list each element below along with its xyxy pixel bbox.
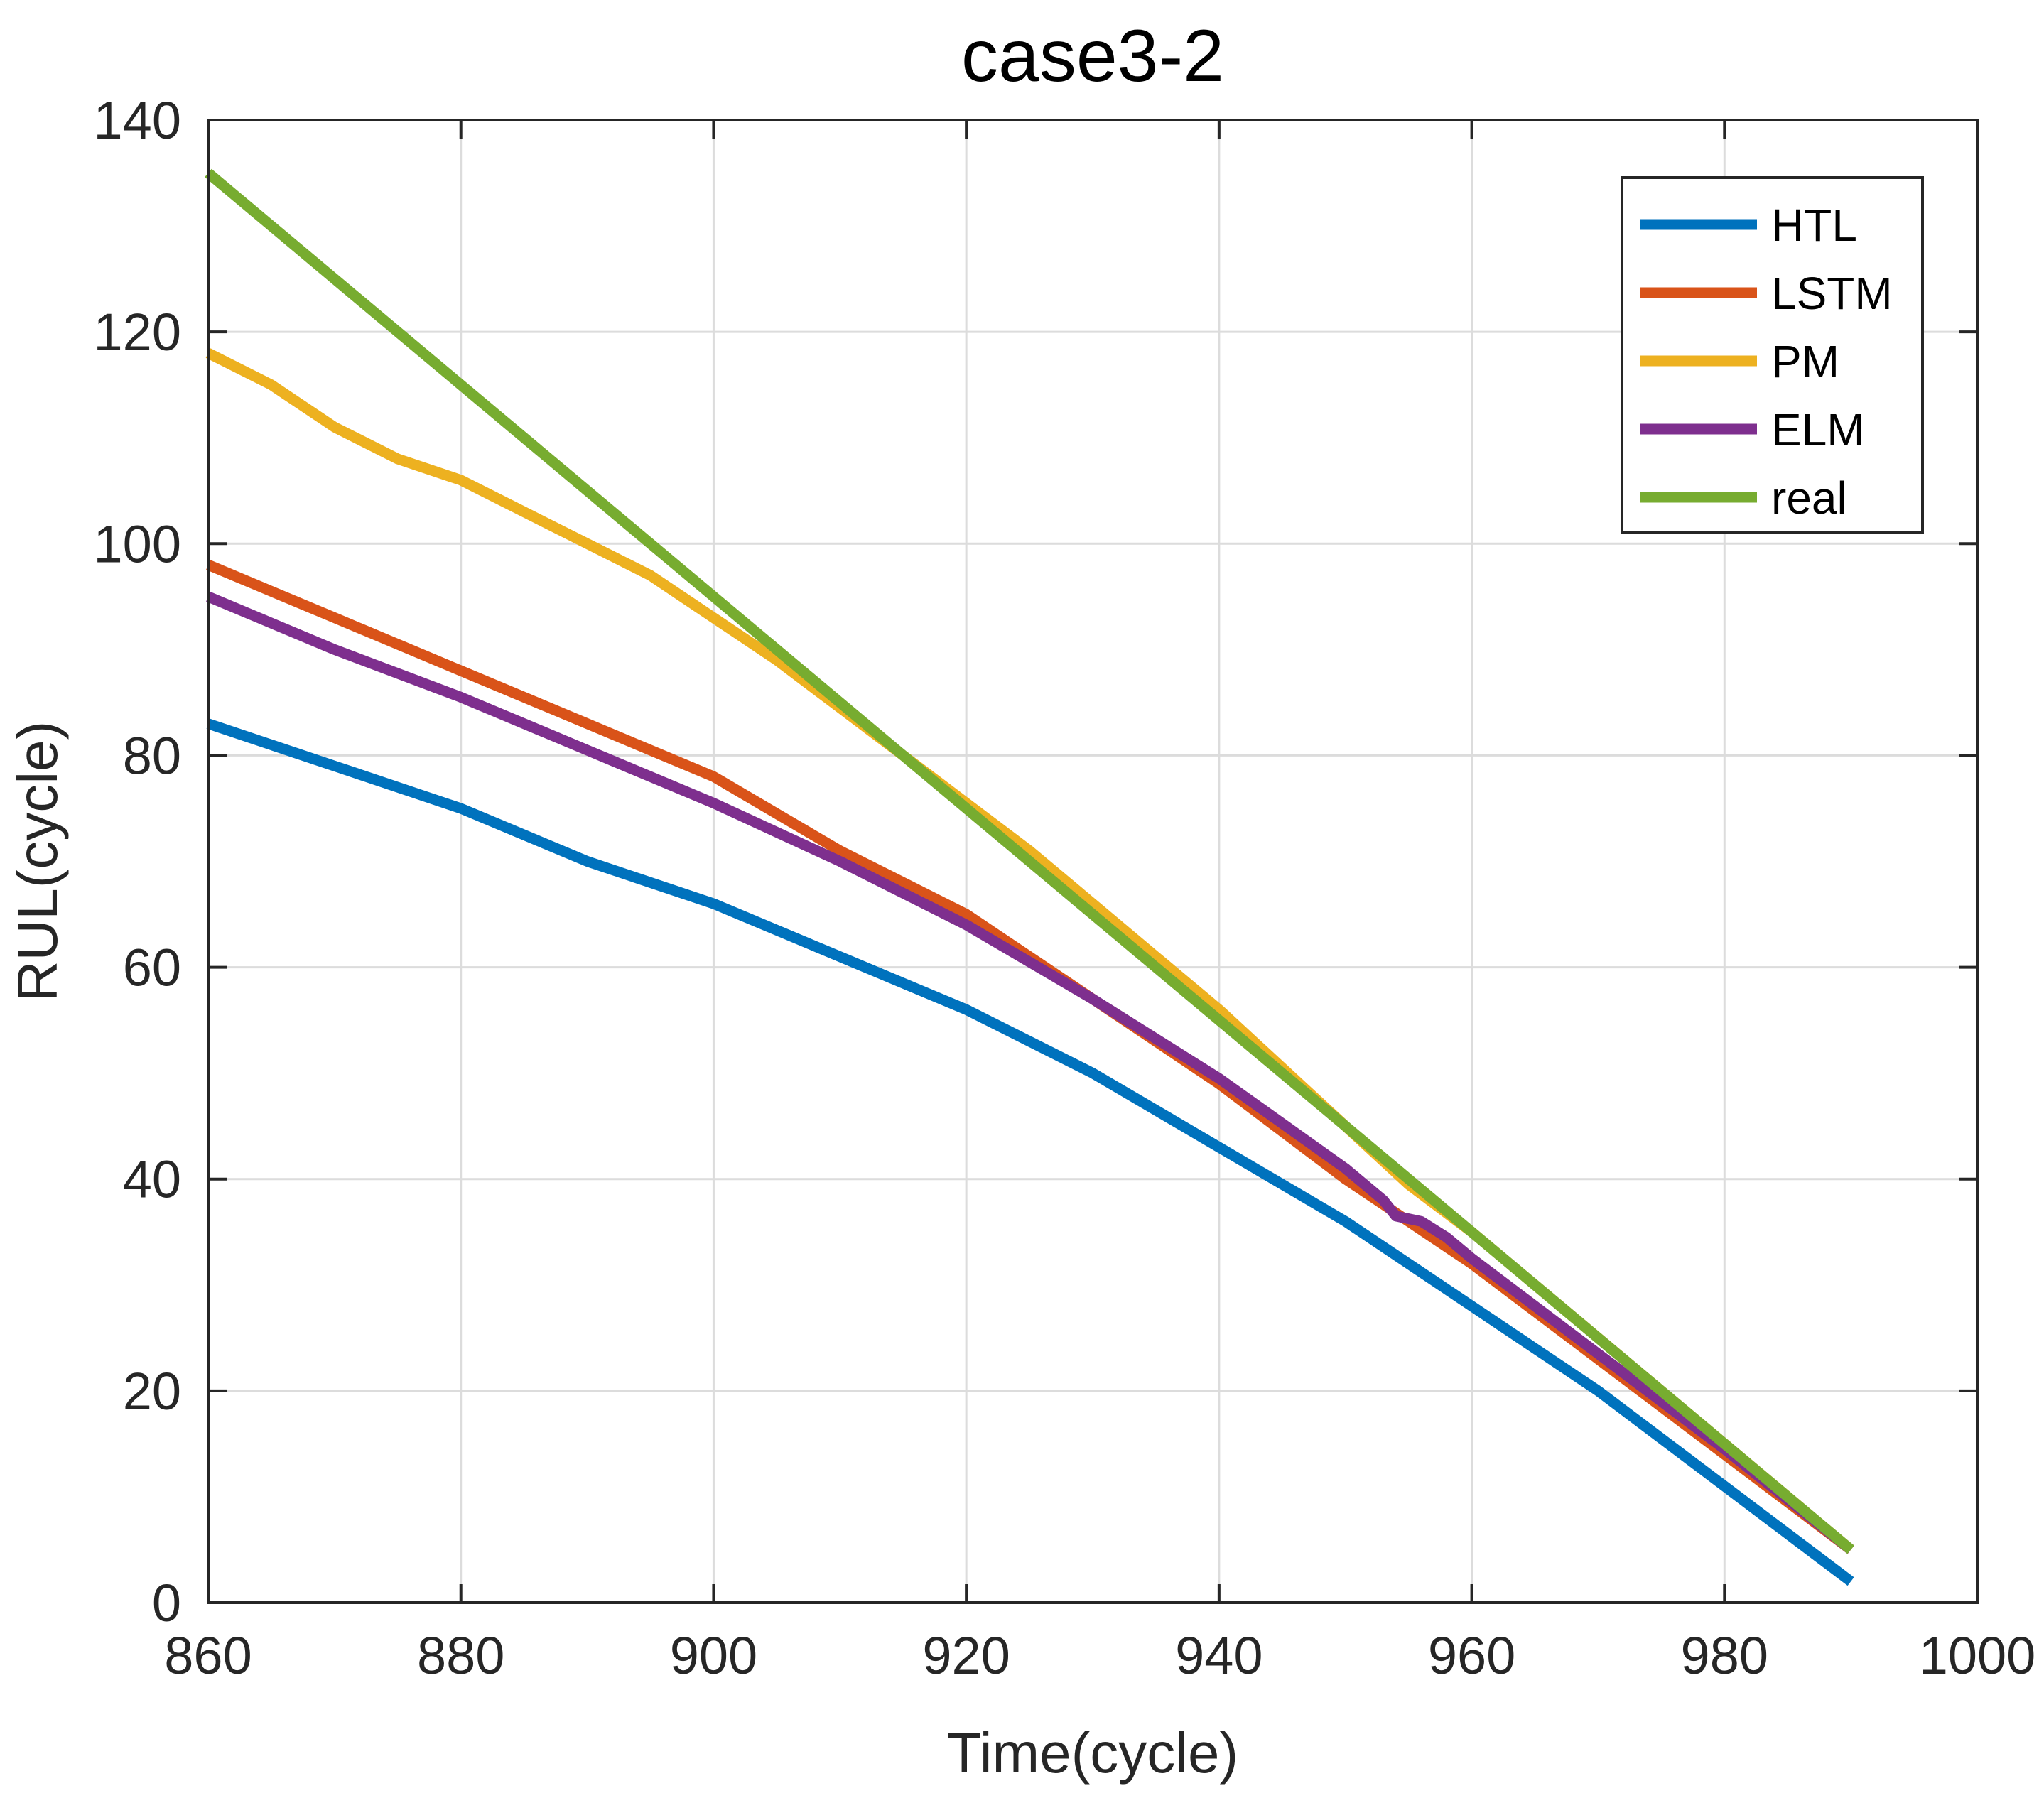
y-tick-label: 140 [94,91,181,150]
y-tick-label: 80 [123,726,181,785]
legend-label-pm: PM [1771,336,1839,387]
x-tick-label: 860 [164,1626,252,1685]
x-tick-labels: 860 880 900 920 940 960 980 1000 [164,1626,2035,1685]
x-tick-label: 900 [670,1626,757,1685]
y-tick-label: 20 [123,1362,181,1421]
x-tick-label: 960 [1428,1626,1515,1685]
legend-label-htl: HTL [1771,200,1857,251]
y-tick-labels: 0 20 40 60 80 100 120 140 [94,91,181,1632]
y-tick-label: 100 [94,514,181,573]
tick-marks [207,119,1979,1604]
x-tick-label: 880 [417,1626,504,1685]
series-line-real [205,168,1854,1554]
series-line-htl [206,718,1854,1586]
y-tick-label: 120 [94,303,181,362]
legend-label-lstm: LSTM [1771,268,1893,319]
y-axis-label: RUL(cycle) [6,721,69,1002]
x-tick-label: 1000 [1919,1626,2036,1685]
x-axis-label: Time(cycle) [947,1721,1238,1785]
x-tick-label: 920 [922,1626,1010,1685]
series-lines [205,168,1854,1586]
y-tick-label: 60 [123,938,181,997]
x-tick-label: 980 [1681,1626,1768,1685]
legend-label-elm: ELM [1771,404,1865,455]
chart-title: case3-2 [961,15,1224,97]
y-tick-label: 40 [123,1150,181,1209]
y-tick-label: 0 [152,1574,181,1632]
legend: HTL LSTM PM ELM real [1621,176,1924,534]
x-tick-label: 940 [1175,1626,1262,1685]
legend-box [1621,176,1924,534]
legend-label-real: real [1771,472,1847,524]
axes-frame [207,119,1979,1604]
series-line-elm [206,591,1854,1554]
